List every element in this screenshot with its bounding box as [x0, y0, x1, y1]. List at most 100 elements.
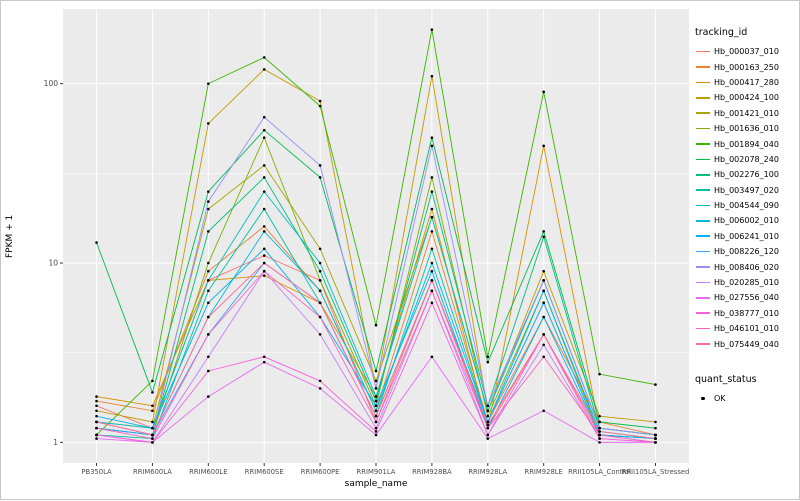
data-point	[430, 247, 434, 251]
series-line-icon	[695, 339, 711, 350]
data-point	[95, 241, 98, 244]
data-point	[542, 269, 545, 273]
data-point	[262, 68, 266, 71]
data-point	[430, 230, 434, 233]
series-line-icon	[695, 231, 711, 242]
data-point	[374, 420, 378, 424]
data-point	[486, 420, 490, 424]
data-point	[207, 269, 210, 273]
series-line-icon	[695, 77, 711, 88]
legend-item-label: OK	[714, 394, 726, 403]
data-point	[207, 395, 210, 398]
series-line-icon	[695, 292, 711, 303]
data-point	[654, 437, 657, 440]
data-point	[430, 144, 434, 148]
series-line-icon	[695, 200, 711, 211]
legend-item-Hb_004544_090: Hb_004544_090	[695, 198, 799, 213]
data-point	[542, 90, 545, 94]
data-point	[262, 254, 266, 257]
data-point	[542, 301, 545, 305]
data-point	[374, 379, 378, 383]
data-point	[654, 383, 657, 386]
data-point	[95, 414, 98, 418]
data-point	[207, 301, 210, 305]
data-point	[598, 372, 601, 376]
data-point	[598, 426, 601, 430]
data-point	[486, 404, 490, 408]
legend-item-label: Hb_004544_090	[714, 201, 779, 211]
legend-item-Hb_003497_020: Hb_003497_020	[695, 183, 799, 198]
legend-item-label: Hb_001636_010	[714, 124, 779, 134]
data-point	[542, 315, 545, 319]
data-point	[151, 441, 154, 444]
data-point	[95, 433, 98, 437]
data-point	[598, 433, 601, 437]
legend-item-Hb_008406_020: Hb_008406_020	[695, 259, 799, 274]
data-point	[262, 190, 266, 193]
x-axis-title: sample_name	[344, 479, 408, 489]
series-line-icon	[695, 308, 711, 319]
data-point	[486, 414, 490, 418]
data-point	[207, 122, 210, 125]
data-point	[262, 225, 266, 228]
data-point	[430, 207, 434, 211]
data-point	[430, 190, 434, 193]
data-point	[486, 355, 490, 359]
legend-item-label: Hb_001894_040	[714, 139, 779, 149]
legend-item-label: Hb_000037_010	[714, 47, 779, 57]
legend-item-Hb_006002_010: Hb_006002_010	[695, 213, 799, 228]
legend-title-quant-status: quant_status	[695, 373, 757, 385]
data-point	[95, 409, 98, 413]
data-point	[318, 301, 322, 305]
legend-item-Hb_006241_010: Hb_006241_010	[695, 229, 799, 244]
legend-item-label: Hb_020285_010	[714, 278, 779, 288]
data-point	[430, 279, 434, 282]
legend-item-label: Hb_008226_120	[714, 247, 779, 257]
data-point	[151, 433, 154, 437]
data-point	[374, 430, 378, 433]
data-point	[430, 289, 434, 293]
legend-item-Hb_075449_040: Hb_075449_040	[695, 336, 799, 351]
legend-item-Hb_001636_010: Hb_001636_010	[695, 121, 799, 136]
data-point	[654, 426, 657, 430]
data-point	[207, 315, 210, 319]
legend-item-label: Hb_003497_020	[714, 185, 779, 195]
x-tick-label: RRII105LA_Control	[568, 468, 631, 476]
data-point	[262, 261, 266, 265]
data-point	[598, 420, 601, 424]
data-point	[374, 414, 378, 418]
legend-item-Hb_000037_010: Hb_000037_010	[695, 44, 799, 59]
data-point	[207, 200, 210, 203]
series-line-icon	[695, 62, 711, 73]
data-point	[542, 409, 545, 413]
legend-item-Hb_008226_120: Hb_008226_120	[695, 244, 799, 259]
legend-item-Hb_038777_010: Hb_038777_010	[695, 306, 799, 321]
data-point	[374, 433, 378, 437]
x-tick-label: RRIM928BA	[412, 468, 452, 476]
series-line-icon	[695, 215, 711, 226]
data-point	[262, 115, 266, 119]
data-point	[95, 426, 98, 430]
legend-item-Hb_046101_010: Hb_046101_010	[695, 321, 799, 336]
legend-item-label: Hb_002078_240	[714, 154, 779, 164]
legend-item-Hb_027556_040: Hb_027556_040	[695, 290, 799, 305]
data-point	[542, 355, 545, 359]
legend-item-label: Hb_027556_040	[714, 293, 779, 303]
data-point	[262, 360, 266, 364]
data-point	[207, 279, 210, 282]
data-point	[95, 404, 98, 408]
data-point	[207, 333, 210, 336]
data-point	[430, 28, 434, 31]
data-point	[262, 164, 266, 167]
series-line-icon	[695, 323, 711, 334]
legend-item-Hb_000424_100: Hb_000424_100	[695, 90, 799, 105]
data-point	[318, 99, 322, 103]
data-point	[95, 395, 98, 398]
series-line-icon	[695, 108, 711, 119]
data-point	[151, 420, 154, 424]
data-point	[486, 426, 490, 430]
data-point	[486, 409, 490, 413]
data-point	[430, 355, 434, 359]
